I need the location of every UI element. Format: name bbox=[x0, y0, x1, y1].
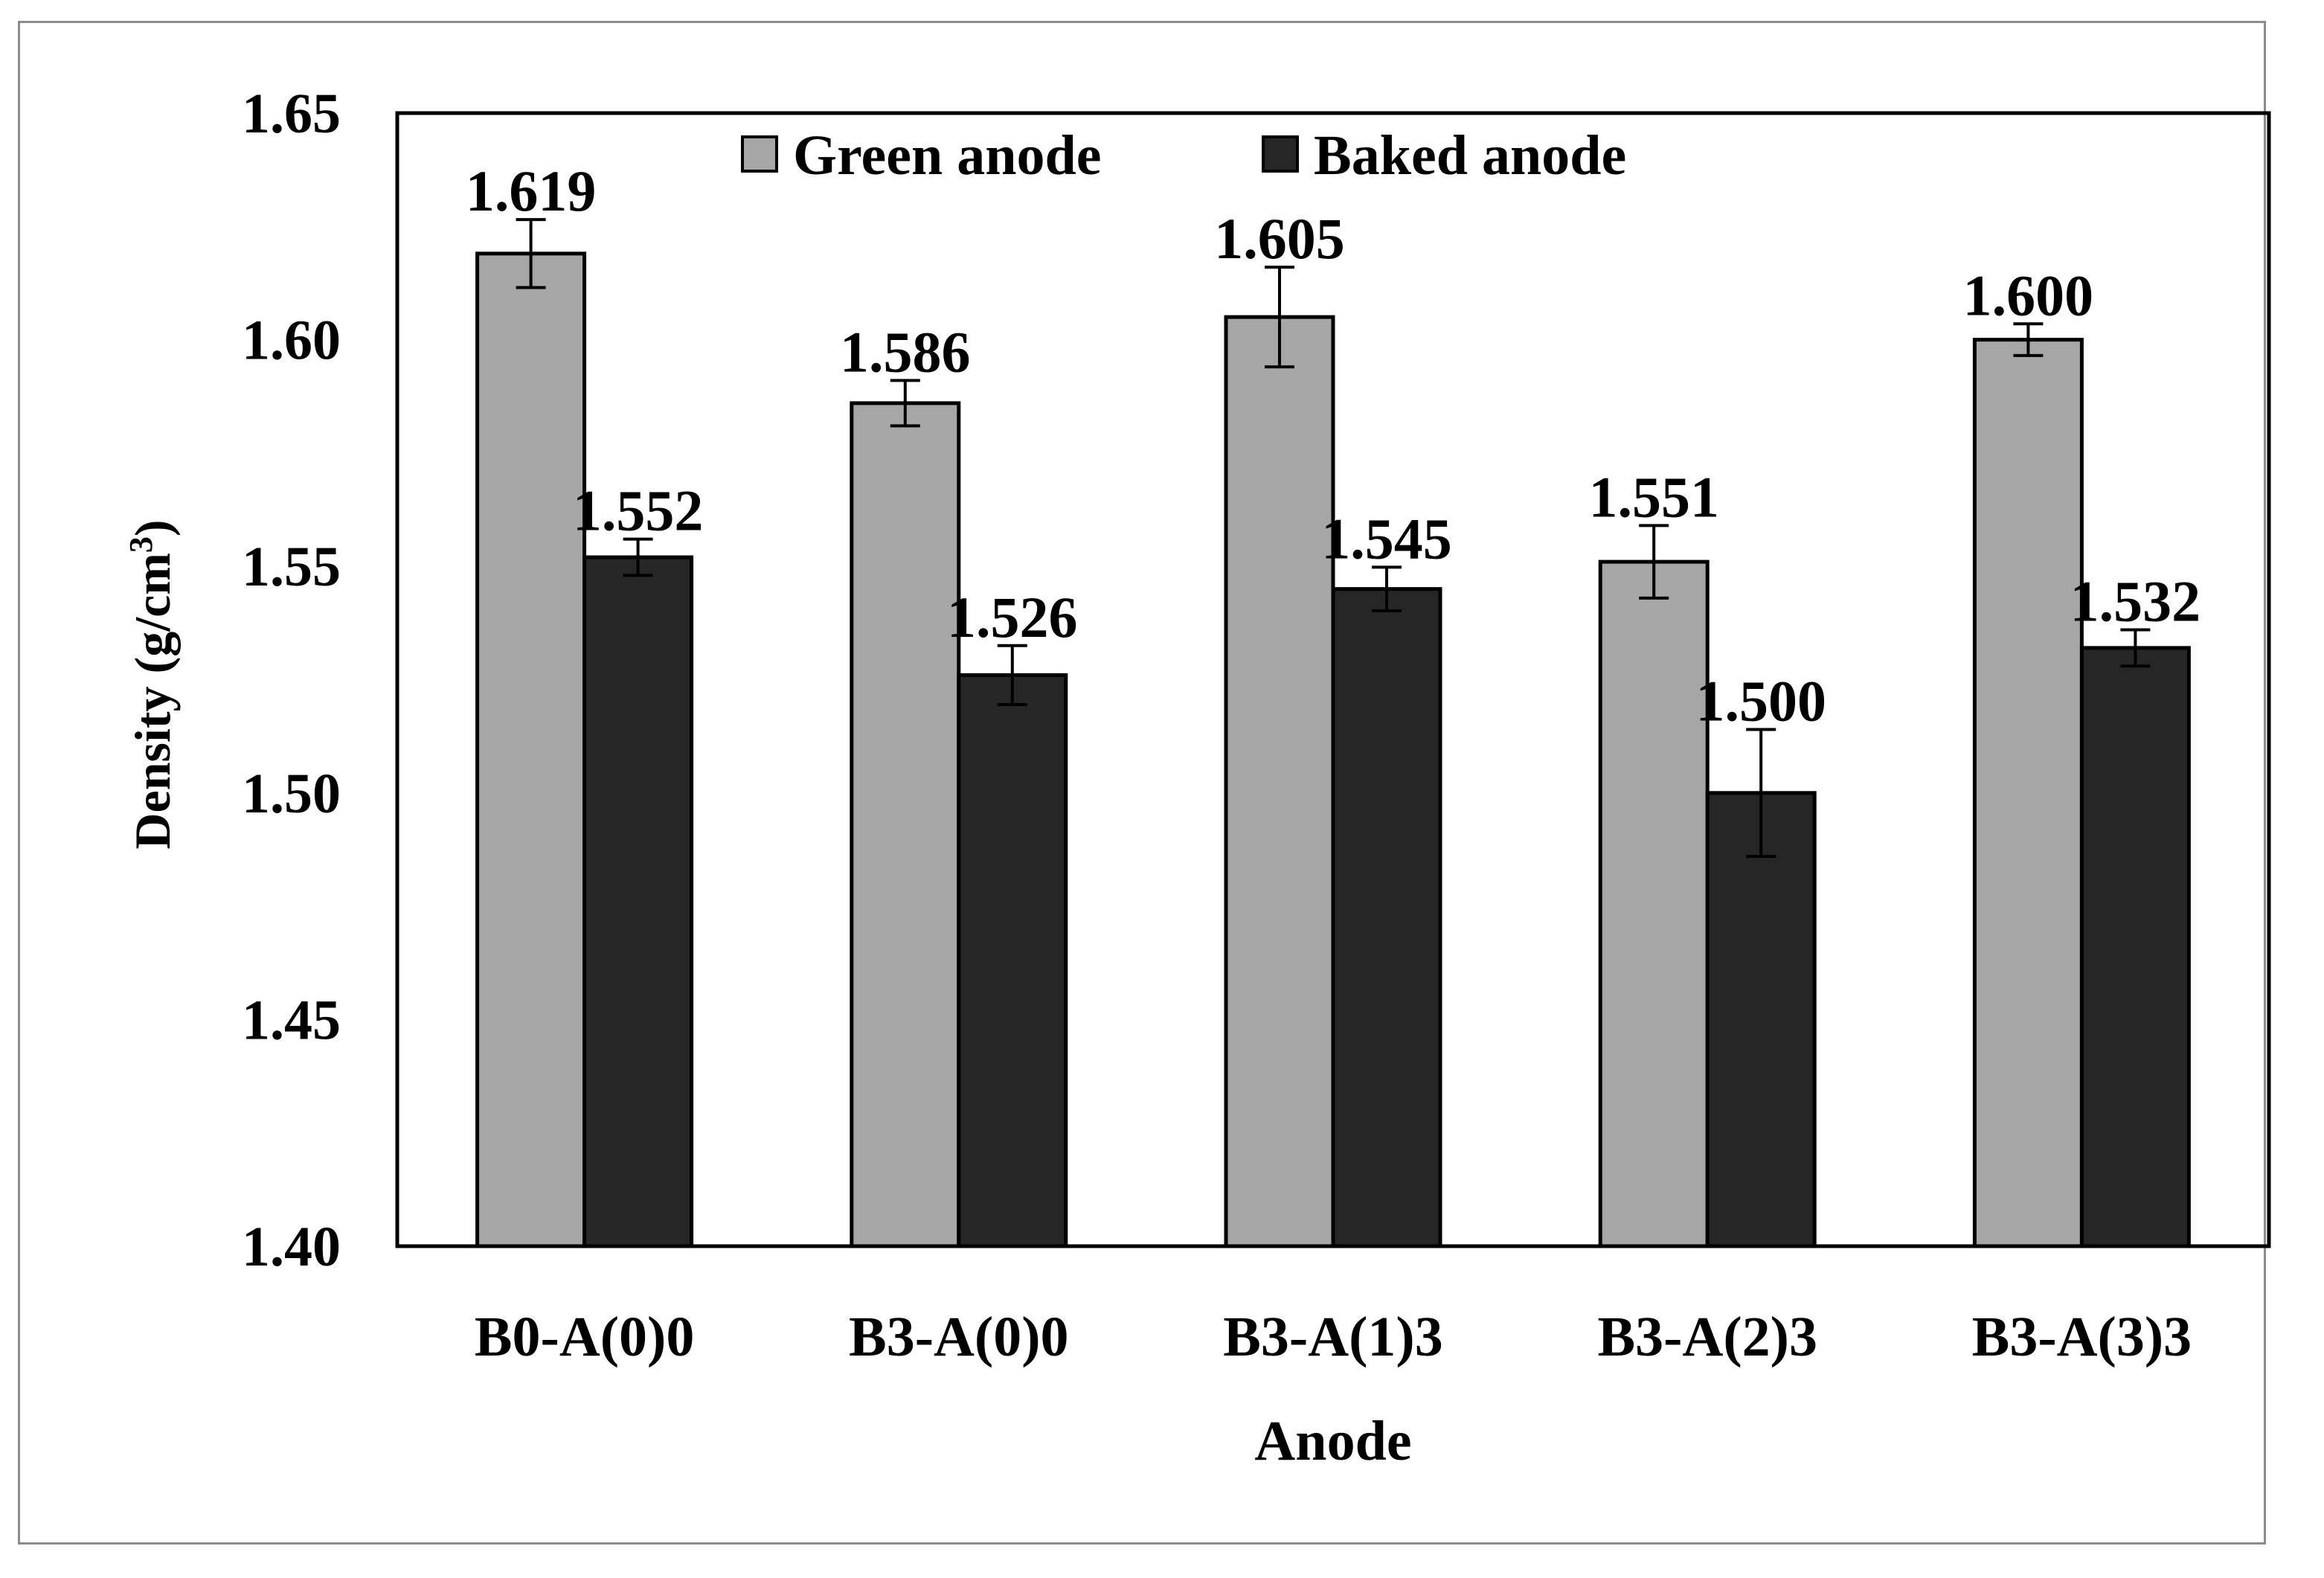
x-axis-ticks: B0-A(0)0 B3-A(0)0 B3-A(1)3 B3-A(2)3 B3-A(3)3 bbox=[475, 1306, 2192, 1368]
data-label-green-anode-b0-a-0-0: 1.619 bbox=[466, 158, 597, 223]
y-tick-label-1-55: 1.55 bbox=[242, 536, 341, 598]
y-axis-title-main: Density (g/cm bbox=[124, 553, 181, 849]
y-axis-title-superscript: 3 bbox=[123, 536, 159, 553]
error-bar-green-anode-b3-a-0-0 bbox=[890, 379, 920, 428]
bars-layer bbox=[475, 251, 2191, 1248]
bar-green-anode-b3-a-1-3 bbox=[1224, 315, 1335, 1248]
chart-frame bbox=[18, 21, 2266, 1545]
x-tick-label-b3-a-3-3: B3-A(3)3 bbox=[1972, 1306, 2192, 1368]
data-label-green-anode-b3-a-0-0: 1.586 bbox=[840, 319, 971, 384]
x-tick-label-b0-a-0-0: B0-A(0)0 bbox=[475, 1306, 695, 1368]
data-label-baked-anode-b3-a-0-0: 1.526 bbox=[947, 585, 1078, 650]
bar-green-anode-b3-a-0-0 bbox=[850, 401, 961, 1248]
y-axis-title: Density (g/cm3) bbox=[123, 519, 182, 849]
error-bar-baked-anode-b3-a-1-3 bbox=[1372, 565, 1402, 612]
legend-swatch-green-anode bbox=[741, 135, 778, 173]
bar-baked-anode-b3-a-2-3 bbox=[1705, 791, 1817, 1248]
data-label-baked-anode-b3-a-1-3: 1.545 bbox=[1321, 506, 1452, 571]
bar-baked-anode-b3-a-1-3 bbox=[1331, 587, 1442, 1248]
bar-green-anode-b3-a-2-3 bbox=[1598, 559, 1710, 1248]
x-tick-label-b3-a-0-0: B3-A(0)0 bbox=[849, 1306, 1069, 1368]
x-tick-label-b3-a-1-3: B3-A(1)3 bbox=[1223, 1306, 1443, 1368]
bar-green-anode-b3-a-3-3 bbox=[1972, 338, 2084, 1248]
data-label-green-anode-b3-a-2-3: 1.551 bbox=[1588, 464, 1719, 529]
error-bar-green-anode-b3-a-2-3 bbox=[1639, 524, 1669, 600]
data-label-green-anode-b3-a-1-3: 1.605 bbox=[1214, 206, 1345, 271]
x-tick-label-b3-a-2-3: B3-A(2)3 bbox=[1597, 1306, 1817, 1368]
error-bar-green-anode-b3-a-3-3 bbox=[2013, 322, 2044, 357]
y-tick-label-1-45: 1.45 bbox=[242, 989, 341, 1051]
bar-baked-anode-b0-a-0-0 bbox=[582, 555, 694, 1248]
y-tick-label-1-40: 1.40 bbox=[242, 1216, 341, 1278]
x-axis-title: Anode bbox=[1254, 1410, 1411, 1472]
data-label-green-anode-b3-a-3-3: 1.600 bbox=[1963, 263, 2094, 327]
legend-swatch-baked-anode bbox=[1262, 135, 1299, 173]
bar-baked-anode-b3-a-3-3 bbox=[2079, 646, 2191, 1248]
error-bar-baked-anode-b3-a-0-0 bbox=[997, 644, 1027, 707]
data-label-baked-anode-b0-a-0-0: 1.552 bbox=[573, 478, 704, 543]
data-labels-layer: 1.619 1.552 1.586 1.526 1.605 1.545 1.551 1.500… bbox=[466, 158, 2201, 733]
error-bar-green-anode-b3-a-1-3 bbox=[1265, 266, 1294, 369]
bar-baked-anode-b3-a-0-0 bbox=[957, 673, 1068, 1248]
y-axis-title-close: ) bbox=[124, 519, 181, 536]
plot-area-border bbox=[395, 111, 2271, 1248]
legend-label-green-anode: Green anode bbox=[793, 124, 1101, 187]
y-tick-label-1-65: 1.65 bbox=[242, 83, 341, 145]
error-bars-layer bbox=[516, 218, 2151, 859]
y-axis-ticks: 1.40 1.45 1.50 1.55 1.60 1.65 bbox=[242, 83, 341, 1278]
y-tick-label-1-50: 1.50 bbox=[242, 763, 341, 825]
data-label-baked-anode-b3-a-3-3: 1.532 bbox=[2070, 568, 2201, 633]
error-bar-baked-anode-b3-a-2-3 bbox=[1746, 728, 1776, 859]
legend: Green anode Baked anode bbox=[741, 124, 1626, 187]
bar-green-anode-b0-a-0-0 bbox=[475, 251, 587, 1248]
y-tick-label-1-60: 1.60 bbox=[242, 309, 341, 372]
data-label-baked-anode-b3-a-2-3: 1.500 bbox=[1695, 669, 1826, 734]
error-bar-baked-anode-b3-a-3-3 bbox=[2120, 628, 2151, 668]
error-bar-green-anode-b0-a-0-0 bbox=[516, 218, 546, 289]
legend-label-baked-anode: Baked anode bbox=[1314, 124, 1626, 187]
error-bar-baked-anode-b0-a-0-0 bbox=[623, 537, 653, 577]
